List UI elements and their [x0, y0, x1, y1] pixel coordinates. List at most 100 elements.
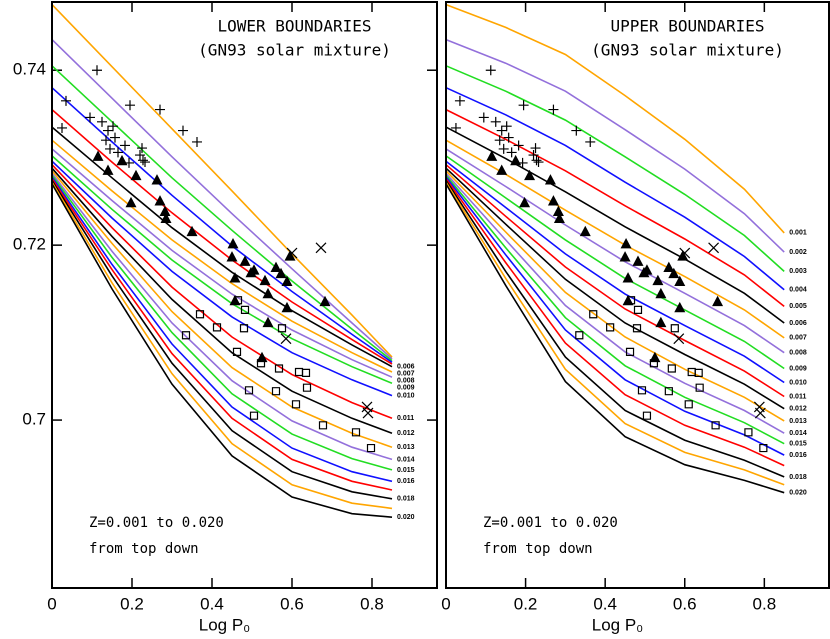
- square-marker: [212, 323, 222, 332]
- y-tick-label: 0.7: [22, 410, 46, 429]
- curve-label: 0.014: [789, 430, 807, 437]
- plus-marker: [113, 147, 123, 158]
- triangle-marker: [674, 301, 686, 313]
- curve: [445, 179, 785, 478]
- plus-marker: [85, 112, 95, 123]
- plus-marker: [137, 143, 147, 154]
- square-marker: [239, 324, 249, 333]
- square-marker: [694, 368, 703, 377]
- x-tick-label: 0: [441, 594, 450, 613]
- x-tick-label: 0.2: [120, 594, 144, 613]
- triangle-marker: [262, 287, 274, 299]
- square-marker: [318, 421, 328, 430]
- square-marker: [744, 428, 753, 437]
- plus-marker: [120, 140, 130, 151]
- triangle-marker: [674, 275, 686, 286]
- triangle-marker: [655, 287, 667, 299]
- cross-marker: [362, 407, 374, 419]
- curve-label: 0.012: [789, 406, 807, 413]
- triangle-marker: [547, 195, 559, 206]
- panel: UPPER BOUNDARIES (GN93 solar mixture) Z=0.…: [441, 1, 830, 634]
- cross-marker: [315, 242, 327, 254]
- square-marker: [181, 331, 191, 340]
- curve-label: 0.006: [789, 320, 807, 327]
- plus-marker: [585, 136, 596, 147]
- curve-label: 0.004: [789, 287, 807, 294]
- curve-label: 0.001: [789, 230, 807, 237]
- cross-marker: [280, 333, 292, 345]
- triangle-marker: [579, 225, 591, 237]
- square-marker: [633, 305, 643, 314]
- square-marker: [351, 428, 361, 437]
- curve: [51, 139, 393, 373]
- plus-marker: [528, 150, 539, 161]
- curve: [445, 108, 785, 308]
- annotation: Z=0.001 to 0.020: [89, 515, 224, 531]
- curve-label: 0.007: [397, 371, 415, 378]
- square-marker: [195, 310, 205, 319]
- plus-marker: [530, 143, 541, 154]
- square-marker: [695, 383, 704, 392]
- plus-marker: [140, 157, 150, 168]
- plus-marker: [498, 143, 509, 154]
- plus-marker: [155, 104, 165, 115]
- plus-marker: [506, 147, 517, 158]
- triangle-marker: [262, 316, 274, 328]
- triangle-marker: [519, 196, 531, 208]
- curve-label: 0.007: [789, 335, 807, 342]
- curve: [445, 172, 785, 434]
- triangle-marker: [229, 272, 241, 283]
- square-marker: [606, 323, 615, 332]
- curve-label: 0.020: [397, 514, 415, 521]
- plus-marker: [92, 65, 102, 76]
- curve: [51, 176, 393, 483]
- panel-subtitle: (GN93 solar mixture): [591, 41, 784, 60]
- cross-marker: [286, 247, 298, 259]
- x-tick-label: 0.6: [280, 594, 304, 613]
- triangle-marker: [668, 267, 680, 279]
- square-marker: [232, 347, 242, 356]
- square-marker: [625, 347, 635, 356]
- x-axis-label: Log P₀: [592, 615, 643, 634]
- square-marker: [291, 400, 301, 409]
- triangle-marker: [712, 295, 724, 307]
- plus-marker: [97, 116, 107, 127]
- curve: [51, 174, 393, 471]
- plus-marker: [513, 140, 524, 151]
- plus-marker: [103, 125, 113, 136]
- curve-label: 0.018: [789, 474, 807, 481]
- plus-marker: [494, 135, 505, 146]
- x-tick-label: 0.8: [753, 594, 777, 613]
- triangle-marker: [553, 212, 565, 224]
- curve: [445, 139, 785, 339]
- curve: [445, 160, 785, 384]
- curve: [445, 126, 785, 324]
- triangle-marker: [524, 169, 536, 181]
- triangle-marker: [226, 251, 238, 262]
- x-tick-label: 0.8: [360, 594, 384, 613]
- curve-label: 0.012: [397, 430, 415, 437]
- curve-label: 0.009: [789, 365, 807, 372]
- curve-label: 0.020: [789, 490, 807, 497]
- curve: [445, 3, 785, 234]
- plus-marker: [57, 122, 67, 133]
- triangle-marker: [151, 174, 163, 185]
- curve-label: 0.014: [397, 456, 415, 463]
- curve-label: 0.011: [789, 393, 806, 400]
- curve-label: 0.006: [397, 364, 415, 371]
- curve-label: 0.016: [397, 478, 415, 485]
- curve-label: 0.018: [397, 496, 415, 503]
- square-marker: [670, 324, 679, 333]
- triangle-marker: [259, 274, 271, 286]
- square-marker: [667, 364, 676, 373]
- curve: [51, 160, 393, 397]
- curve: [445, 167, 785, 410]
- curve: [445, 148, 785, 354]
- plus-marker: [501, 121, 512, 132]
- curve: [445, 174, 785, 445]
- triangle-marker: [270, 261, 282, 272]
- triangle-marker: [622, 272, 634, 283]
- triangle-marker: [275, 267, 287, 279]
- curve-label: 0.005: [789, 303, 807, 310]
- triangle-marker: [510, 154, 522, 166]
